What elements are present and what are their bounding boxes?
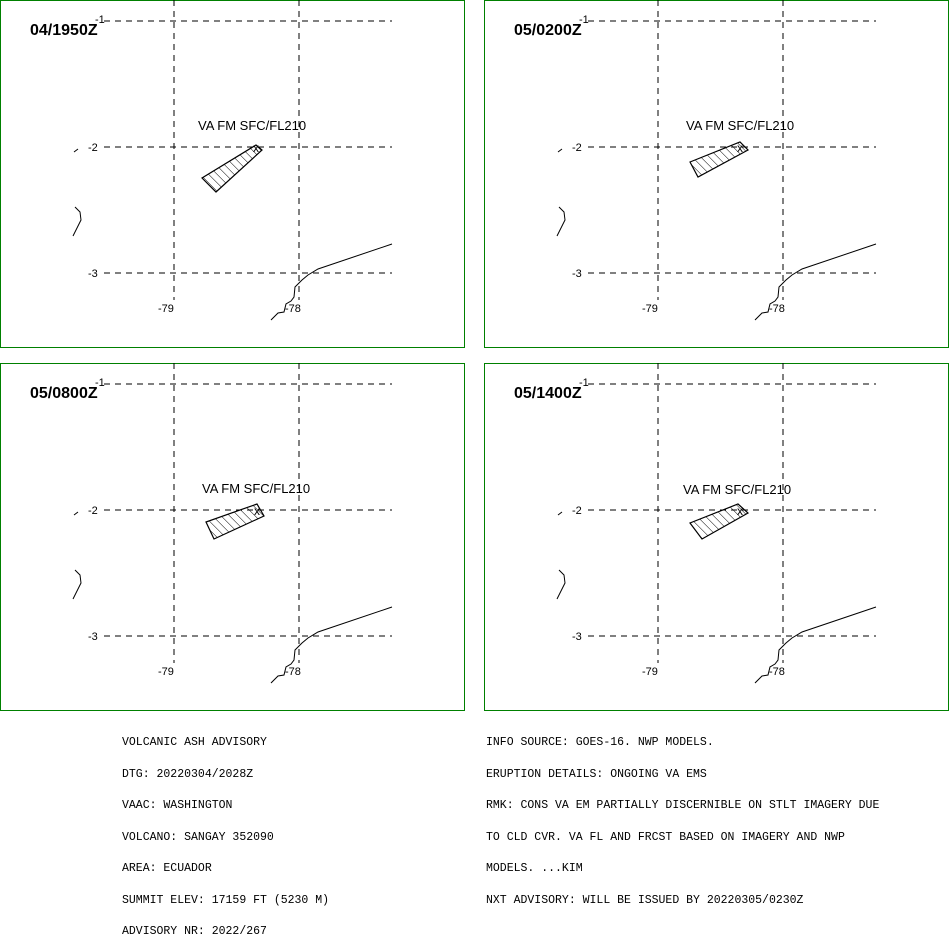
ash-cloud-polygon bbox=[689, 141, 749, 178]
ash-cloud-polygon bbox=[201, 144, 263, 193]
cloud-label: VA FM SFC/FL210 bbox=[686, 118, 794, 133]
lat-label-minus3: -3 bbox=[88, 268, 98, 280]
advisory-remarks-block: INFO SOURCE: GOES-16. NWP MODELS. ERUPTI… bbox=[486, 717, 879, 917]
advisory-header-block: VOLCANIC ASH ADVISORY DTG: 20220304/2028… bbox=[122, 717, 329, 948]
lon-label-minus79: -79 bbox=[158, 666, 174, 678]
advisory-line: DTG: 20220304/2028Z bbox=[122, 767, 254, 781]
lon-label-minus78: -78 bbox=[769, 666, 785, 678]
volcano-marker: x bbox=[253, 141, 259, 155]
lon-label-minus78: -78 bbox=[285, 303, 301, 315]
lon-label-minus78: -78 bbox=[769, 303, 785, 315]
time-label: 05/0800Z bbox=[30, 385, 98, 402]
ash-cloud-polygon bbox=[689, 503, 750, 540]
lat-label-minus3: -3 bbox=[572, 631, 582, 643]
lon-label-minus79: -79 bbox=[158, 303, 174, 315]
coastline bbox=[72, 148, 393, 321]
coastline bbox=[72, 511, 393, 684]
lon-label-minus78: -78 bbox=[285, 666, 301, 678]
coastline bbox=[556, 511, 877, 684]
cloud-label: VA FM SFC/FL210 bbox=[202, 481, 310, 496]
advisory-line: TO CLD CVR. VA FL AND FRCST BASED ON IMA… bbox=[486, 830, 845, 844]
lon-label-minus79: -79 bbox=[642, 666, 658, 678]
advisory-line: ERUPTION DETAILS: ONGOING VA EMS bbox=[486, 767, 707, 781]
volcano-marker: x bbox=[737, 504, 743, 518]
panel-frame bbox=[0, 363, 465, 711]
graticule bbox=[104, 0, 392, 300]
lat-label-minus1: -1 bbox=[579, 14, 589, 26]
advisory-line: VOLCANIC ASH ADVISORY bbox=[122, 736, 267, 749]
advisory-line: MODELS. ...KIM bbox=[486, 862, 583, 875]
map-panel-4: -1 -2 -3 -79 -78 x 05/1400Z VA FM SFC/FL… bbox=[484, 363, 949, 711]
advisory-line: AREA: ECUADOR bbox=[122, 862, 212, 875]
lat-label-minus1: -1 bbox=[95, 377, 105, 389]
time-label: 05/1400Z bbox=[514, 385, 582, 402]
time-label: 04/1950Z bbox=[30, 22, 98, 39]
panel-frame bbox=[484, 0, 949, 348]
volcano-marker: x bbox=[254, 504, 260, 518]
cloud-label: VA FM SFC/FL210 bbox=[198, 118, 306, 133]
advisory-line: INFO SOURCE: GOES-16. NWP MODELS. bbox=[486, 736, 714, 749]
coastline bbox=[556, 148, 877, 321]
volcano-marker: x bbox=[737, 141, 743, 155]
lat-label-minus3: -3 bbox=[572, 268, 582, 280]
lat-label-minus2: -2 bbox=[88, 505, 98, 517]
cloud-label: VA FM SFC/FL210 bbox=[683, 482, 791, 497]
panel-frame bbox=[484, 363, 949, 711]
lon-label-minus79: -79 bbox=[642, 303, 658, 315]
map-panel-2: -1 -2 -3 -79 -78 x 05/0200Z VA FM SFC/FL… bbox=[484, 0, 949, 348]
lat-label-minus2: -2 bbox=[88, 142, 98, 154]
lat-label-minus3: -3 bbox=[88, 631, 98, 643]
advisory-line: SUMMIT ELEV: 17159 FT (5230 M) bbox=[122, 893, 330, 907]
advisory-line: VOLCANO: SANGAY 352090 bbox=[122, 830, 274, 844]
map-panel-3: -1 -2 -3 -79 -78 x 05/0800Z VA FM SFC/FL… bbox=[0, 363, 465, 711]
lat-label-minus1: -1 bbox=[95, 14, 105, 26]
advisory-line: ADVISORY NR: 2022/267 bbox=[122, 925, 267, 938]
lat-label-minus2: -2 bbox=[572, 142, 582, 154]
lat-label-minus1: -1 bbox=[579, 377, 589, 389]
time-label: 05/0200Z bbox=[514, 22, 582, 39]
advisory-line: RMK: CONS VA EM PARTIALLY DISCERNIBLE ON… bbox=[486, 799, 880, 812]
ash-cloud-polygon bbox=[205, 503, 265, 540]
lat-label-minus2: -2 bbox=[572, 505, 582, 517]
advisory-line: VAAC: WASHINGTON bbox=[122, 799, 233, 812]
map-panel-1: -1 -2 -3 -79 -78 x 04/1950Z VA FM SFC/FL… bbox=[0, 0, 465, 348]
advisory-line: NXT ADVISORY: WILL BE ISSUED BY 20220305… bbox=[486, 893, 804, 907]
